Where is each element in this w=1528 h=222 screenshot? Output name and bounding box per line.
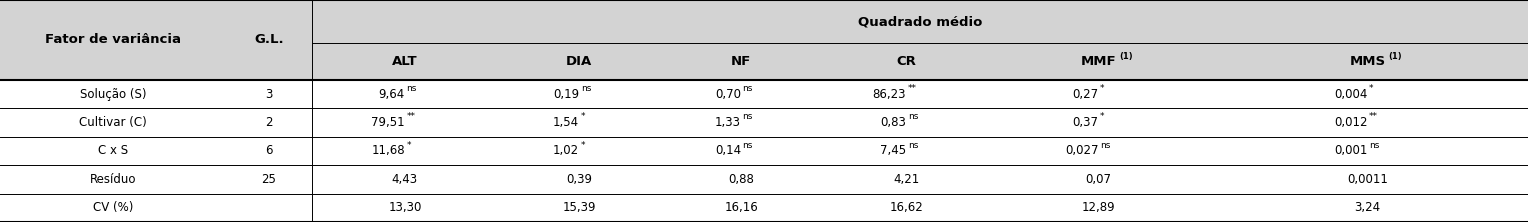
Text: DIA: DIA [565, 55, 593, 68]
Text: ns: ns [1369, 141, 1380, 150]
Text: 3,24: 3,24 [1354, 201, 1381, 214]
Text: 16,62: 16,62 [889, 201, 923, 214]
Text: 7,45: 7,45 [880, 145, 906, 157]
Text: 0,70: 0,70 [715, 88, 741, 101]
Text: 0,88: 0,88 [729, 173, 753, 186]
Text: MMF: MMF [1080, 55, 1117, 68]
Text: 0,14: 0,14 [715, 145, 741, 157]
Text: 4,21: 4,21 [892, 173, 920, 186]
Text: 0,027: 0,027 [1065, 145, 1099, 157]
Text: C x S: C x S [98, 145, 128, 157]
Text: ns: ns [581, 84, 591, 93]
Text: *: * [581, 141, 585, 150]
Text: 86,23: 86,23 [872, 88, 906, 101]
Text: NF: NF [730, 55, 752, 68]
Text: 1,02: 1,02 [553, 145, 579, 157]
Text: ns: ns [406, 84, 417, 93]
Text: **: ** [908, 84, 917, 93]
Text: Solução (S): Solução (S) [79, 88, 147, 101]
Text: G.L.: G.L. [254, 34, 284, 46]
Text: 0,07: 0,07 [1085, 173, 1112, 186]
Text: 0,19: 0,19 [553, 88, 579, 101]
Text: 0,001: 0,001 [1334, 145, 1368, 157]
Bar [0, 137, 1528, 165]
Bar [0, 194, 1528, 222]
Text: ns: ns [1100, 141, 1111, 150]
Text: CV (%): CV (%) [93, 201, 133, 214]
Text: 0,37: 0,37 [1073, 116, 1099, 129]
Text: ns: ns [908, 113, 918, 121]
Text: *: * [406, 141, 411, 150]
Text: ALT: ALT [393, 55, 417, 68]
Text: ns: ns [743, 113, 753, 121]
Bar [0, 165, 1528, 194]
Text: MMS: MMS [1349, 55, 1386, 68]
Text: 0,012: 0,012 [1334, 116, 1368, 129]
Text: 2: 2 [266, 116, 272, 129]
Text: 3: 3 [266, 88, 272, 101]
Bar [0, 43, 1528, 80]
Text: (1): (1) [1387, 52, 1401, 61]
Text: 0,39: 0,39 [565, 173, 593, 186]
Text: ns: ns [743, 84, 753, 93]
Text: 9,64: 9,64 [379, 88, 405, 101]
Text: **: ** [406, 113, 416, 121]
Text: 79,51: 79,51 [371, 116, 405, 129]
Text: 12,89: 12,89 [1082, 201, 1115, 214]
Text: 11,68: 11,68 [371, 145, 405, 157]
Text: *: * [1100, 84, 1105, 93]
Text: 4,43: 4,43 [391, 173, 419, 186]
Text: (1): (1) [1118, 52, 1132, 61]
Bar [0, 108, 1528, 137]
Text: 16,16: 16,16 [724, 201, 758, 214]
Text: 0,0011: 0,0011 [1348, 173, 1387, 186]
Text: 13,30: 13,30 [388, 201, 422, 214]
Text: 0,27: 0,27 [1073, 88, 1099, 101]
Text: *: * [581, 113, 585, 121]
Text: CR: CR [895, 55, 917, 68]
Text: Fator de variância: Fator de variância [44, 34, 182, 46]
Text: 0,83: 0,83 [880, 116, 906, 129]
Text: 1,54: 1,54 [553, 116, 579, 129]
Text: Resíduo: Resíduo [90, 173, 136, 186]
Text: 25: 25 [261, 173, 277, 186]
Text: 0,004: 0,004 [1334, 88, 1368, 101]
Bar [0, 0, 1528, 43]
Text: ns: ns [908, 141, 918, 150]
Bar [0, 80, 1528, 108]
Text: *: * [1369, 84, 1374, 93]
Text: 6: 6 [266, 145, 272, 157]
Text: 1,33: 1,33 [715, 116, 741, 129]
Text: Quadrado médio: Quadrado médio [857, 15, 983, 28]
Text: ns: ns [743, 141, 753, 150]
Text: **: ** [1369, 113, 1378, 121]
Text: Cultivar (C): Cultivar (C) [79, 116, 147, 129]
Text: 15,39: 15,39 [562, 201, 596, 214]
Text: *: * [1100, 113, 1105, 121]
